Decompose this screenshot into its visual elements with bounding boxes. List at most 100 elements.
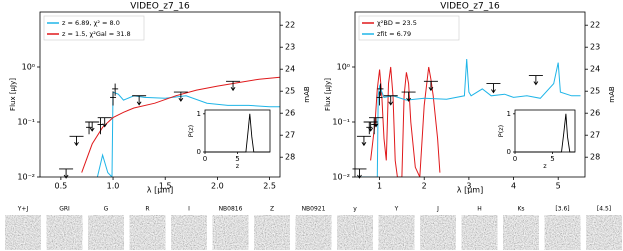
upper-limit [59, 168, 74, 179]
stamp-image [337, 215, 373, 250]
stamp-label: Y+J [17, 206, 29, 213]
y-tick-label: 10⁻² [17, 173, 35, 182]
y2-tick-label: 26 [285, 109, 295, 118]
stamp-image [88, 215, 124, 250]
axes-frame [354, 11, 586, 178]
upper-limit [528, 75, 543, 86]
stamp-image [129, 215, 166, 250]
y2-tick-label: 27 [285, 131, 295, 140]
y2-axis-label: mAB [303, 86, 311, 103]
stamp-image [212, 215, 249, 250]
inset-x-label: z [236, 162, 240, 170]
upper-limit [85, 121, 100, 132]
y-tick-label: 10⁰ [22, 63, 35, 72]
y2-axis-label: mAB [608, 86, 616, 103]
inset-y-tick-label: 1 [507, 110, 511, 118]
legend-label: z = 6.89, χ² = 8.0 [62, 19, 120, 27]
y-tick-label: 10⁻² [332, 173, 350, 182]
y-tick-label: 10⁻¹ [17, 118, 35, 127]
legend-label: χ²BD = 23.5 [377, 19, 417, 27]
stamp-image [171, 215, 207, 250]
legend: z = 6.89, χ² = 8.0 z = 1.5, χ²Gal = 31.8 [43, 15, 145, 41]
y-tick-label: 10⁻¹ [332, 118, 350, 127]
y2-tick-label: 28 [285, 153, 295, 162]
stamp-label: H [477, 206, 482, 213]
y2-tick-label: 22 [590, 21, 600, 30]
y2-tick-label: 26 [590, 109, 600, 118]
y-axis-label: Flux [μJy] [9, 78, 17, 111]
stamp-image [461, 215, 498, 250]
sed-line [370, 66, 441, 177]
y2-tick-label: 24 [285, 65, 295, 74]
x-axis-label: λ [μm] [457, 186, 483, 195]
inset-x-tick-label: 0 [513, 155, 517, 163]
legend-label: zfit = 6.79 [377, 30, 411, 38]
upper-limit [363, 121, 378, 132]
x-tick-label: 2.5 [263, 182, 276, 191]
upper-limit [368, 117, 383, 128]
pz-line [205, 113, 270, 153]
inset-y-label: P(z) [187, 125, 195, 137]
stamp-label: GRI [59, 206, 70, 213]
x-tick-label: 1.0 [107, 182, 120, 191]
stamp-image [5, 215, 41, 250]
inset: 0 5 0 1 z P(z) [497, 109, 576, 170]
upper-limit [356, 135, 371, 147]
x-tick-label: 3 [466, 182, 471, 191]
upper-limit [401, 91, 416, 102]
y2-tick-label: 27 [590, 131, 600, 140]
chart-title: VIDEO_z7_16 [130, 2, 190, 12]
stamp-label: R [145, 206, 149, 213]
x-axis-label: λ [μm] [147, 186, 173, 195]
stamp-label: [3.6] [555, 206, 569, 213]
inset-x-tick-label: 0 [203, 155, 207, 163]
x-tick-label: 0.5 [55, 182, 68, 191]
legend-box [358, 15, 460, 41]
inset-y-tick-label: 0 [197, 148, 201, 156]
inset-x-tick-label: 5 [550, 155, 554, 163]
stamp-image [378, 215, 415, 250]
upper-limit [383, 95, 398, 106]
upper-limit [226, 80, 241, 92]
axes-frame [39, 11, 281, 178]
y2-tick-label: 24 [590, 65, 600, 74]
y2-tick-label: 22 [285, 21, 295, 30]
y-axis-label: Flux [μJy] [324, 78, 332, 111]
y2-tick-label: 23 [590, 43, 600, 52]
legend-box [43, 15, 145, 41]
upper-limit [132, 95, 147, 106]
upper-limit [173, 91, 188, 102]
panel: VIDEO_z7_16 λ [μm] Flux [μJy] mAB 0.5 1.0 1.5 2… [9, 2, 311, 195]
stamp-image [503, 215, 539, 250]
stamp-label: y [353, 206, 357, 213]
stamp-image [46, 215, 83, 250]
chart-title: VIDEO_z7_16 [440, 2, 500, 12]
stamp-label: NB0816 [219, 206, 243, 213]
stamp-label: Ks [517, 206, 524, 213]
upper-limit [486, 83, 501, 94]
y2-tick-label: 25 [285, 87, 295, 96]
stamp-image [544, 215, 581, 250]
inset-frame [204, 109, 271, 153]
inset-x-label: z [543, 162, 547, 170]
x-tick-label: 2 [422, 182, 427, 191]
legend: χ²BD = 23.5 zfit = 6.79 [358, 15, 460, 41]
stamp-label: Y [394, 206, 399, 213]
stamp-image [586, 215, 622, 250]
inset-y-tick-label: 0 [507, 148, 511, 156]
stamp-label: J [436, 206, 439, 213]
inset: 0 5 0 1 z P(z) [187, 109, 271, 170]
y2-tick-label: 25 [590, 87, 600, 96]
y2-tick-label: 28 [590, 153, 600, 162]
x-tick-label: 4 [511, 182, 516, 191]
stamp-image [254, 215, 290, 250]
x-tick-label: 1 [377, 182, 382, 191]
stamp-label: NB0921 [302, 206, 326, 213]
y-tick-label: 10⁰ [337, 63, 350, 72]
x-tick-label: 1.5 [159, 182, 172, 191]
upper-limit [69, 135, 84, 147]
inset-x-tick-label: 5 [235, 155, 239, 163]
stamp-label: G [104, 206, 109, 213]
